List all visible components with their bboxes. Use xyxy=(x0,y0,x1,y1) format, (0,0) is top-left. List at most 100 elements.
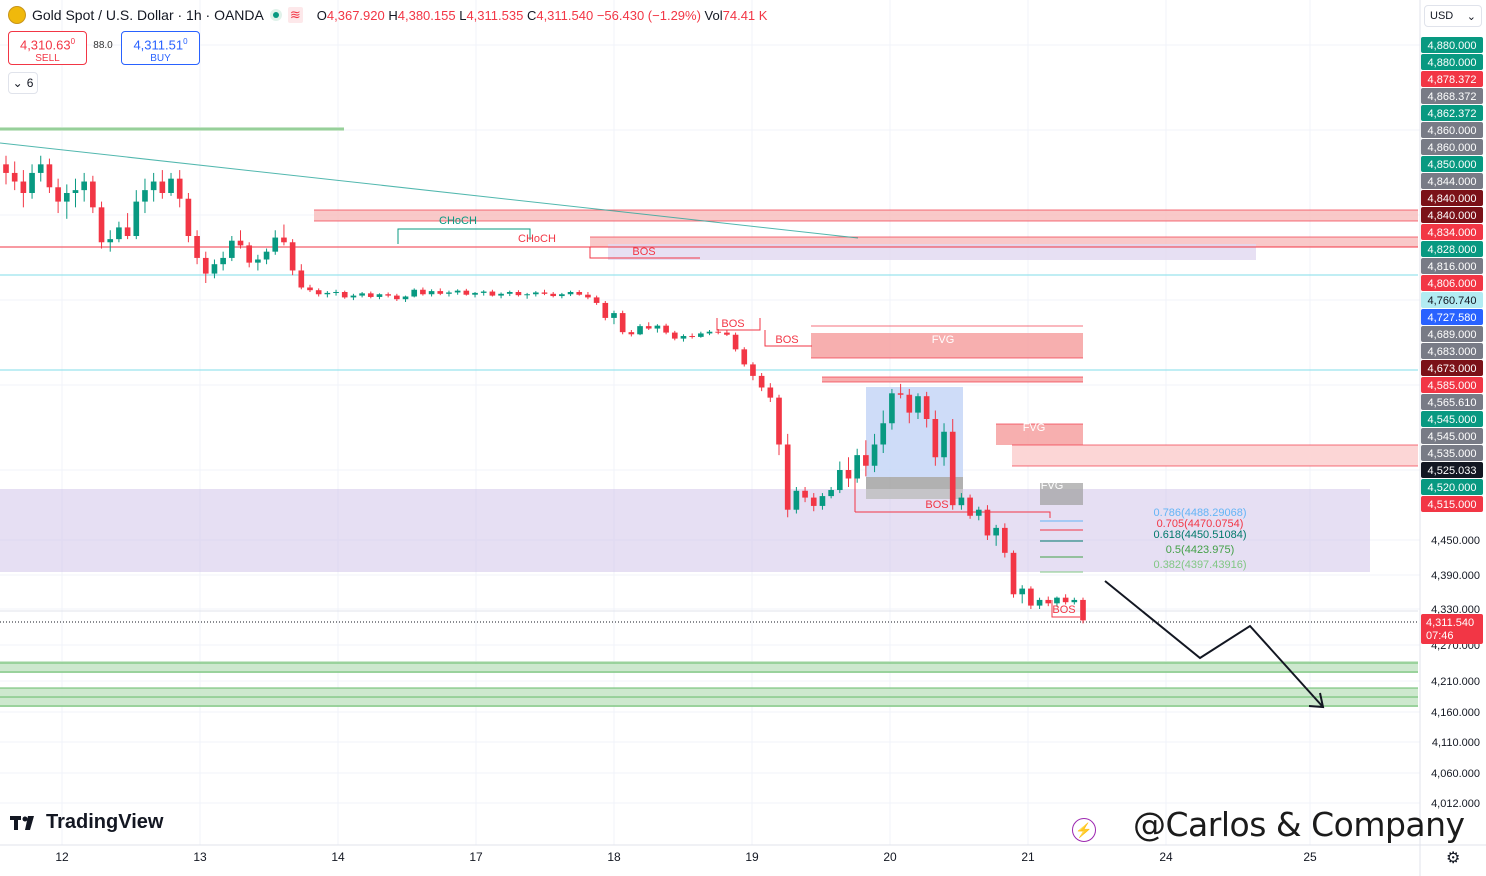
buy-button[interactable]: 4,311.510 BUY xyxy=(121,31,200,65)
candle-body[interactable] xyxy=(932,419,939,458)
candle-body[interactable] xyxy=(1010,552,1017,595)
candle-body[interactable] xyxy=(611,313,617,318)
candle-body[interactable] xyxy=(1071,599,1078,603)
candle-body[interactable] xyxy=(333,292,339,293)
candle-body[interactable] xyxy=(454,290,461,293)
candle-body[interactable] xyxy=(993,527,999,536)
candle-body[interactable] xyxy=(654,325,661,329)
candle-body[interactable] xyxy=(411,289,418,297)
candle-body[interactable] xyxy=(420,289,426,295)
candle-body[interactable] xyxy=(402,296,409,300)
candle-body[interactable] xyxy=(732,334,739,350)
candle-body[interactable] xyxy=(810,497,817,506)
candle-body[interactable] xyxy=(168,178,174,193)
candle-body[interactable] xyxy=(802,490,808,498)
candle-body[interactable] xyxy=(446,292,452,294)
candle-body[interactable] xyxy=(941,431,947,458)
candle-body[interactable] xyxy=(741,349,748,365)
candle-body[interactable] xyxy=(228,240,235,258)
candle-body[interactable] xyxy=(524,294,530,296)
candle-body[interactable] xyxy=(602,302,609,318)
candle-body[interactable] xyxy=(341,292,348,298)
candle-body[interactable] xyxy=(72,190,79,193)
candle-body[interactable] xyxy=(394,295,400,300)
symbol-header[interactable]: Gold Spot / U.S. Dollar · 1h · OANDA ≋ O… xyxy=(8,4,767,26)
candle-body[interactable] xyxy=(63,193,70,202)
price-axis[interactable]: 4,880.000 4,880.000 4,878.372 4,868.372 4,86… xyxy=(1419,0,1486,876)
candle-body[interactable] xyxy=(984,509,991,536)
candle-body[interactable] xyxy=(897,393,904,395)
candle-body[interactable] xyxy=(472,292,478,295)
candle-body[interactable] xyxy=(1002,527,1008,553)
candle-body[interactable] xyxy=(550,293,557,297)
candle-body[interactable] xyxy=(671,332,678,339)
sell-button[interactable]: 4,310.630 SELL xyxy=(8,31,87,65)
candle-body[interactable] xyxy=(385,294,391,296)
candle-body[interactable] xyxy=(246,245,253,263)
candle-body[interactable] xyxy=(263,251,270,260)
candle-body[interactable] xyxy=(863,455,869,466)
candle-body[interactable] xyxy=(750,364,756,376)
candle-body[interactable] xyxy=(1062,597,1069,603)
candle-body[interactable] xyxy=(489,291,496,296)
candle-body[interactable] xyxy=(776,397,782,445)
candle-body[interactable] xyxy=(150,181,157,191)
candle-body[interactable] xyxy=(906,394,913,413)
candle-body[interactable] xyxy=(367,293,374,297)
candle-body[interactable] xyxy=(645,326,652,329)
candle-body[interactable] xyxy=(376,294,383,297)
candle-body[interactable] xyxy=(281,237,287,243)
candle-body[interactable] xyxy=(637,326,643,335)
candle-body[interactable] xyxy=(428,291,435,295)
candle-body[interactable] xyxy=(576,292,583,295)
candle-body[interactable] xyxy=(255,259,261,263)
candle-body[interactable] xyxy=(124,227,131,236)
candle-body[interactable] xyxy=(767,387,774,398)
candle-body[interactable] xyxy=(836,470,843,491)
candle-body[interactable] xyxy=(1080,599,1086,621)
candle-body[interactable] xyxy=(845,470,852,479)
candle-body[interactable] xyxy=(828,490,834,497)
candle-body[interactable] xyxy=(90,181,96,208)
settings-gear-icon[interactable]: ⚙ xyxy=(1446,850,1461,867)
candles-layer[interactable] xyxy=(3,155,1086,624)
candle-body[interactable] xyxy=(585,294,591,298)
symbol-title[interactable]: Gold Spot / U.S. Dollar · 1h · OANDA xyxy=(32,7,264,23)
tradingview-logo[interactable]: TradingView xyxy=(10,811,163,834)
candle-body[interactable] xyxy=(871,444,878,466)
candle-body[interactable] xyxy=(706,331,713,334)
candle-body[interactable] xyxy=(715,331,722,333)
candle-body[interactable] xyxy=(185,198,192,236)
candle-body[interactable] xyxy=(498,293,504,296)
candle-body[interactable] xyxy=(55,187,61,202)
candle-body[interactable] xyxy=(889,393,895,424)
candle-body[interactable] xyxy=(663,325,669,333)
candle-body[interactable] xyxy=(133,201,140,236)
candle-body[interactable] xyxy=(3,164,9,173)
candle-body[interactable] xyxy=(298,270,305,288)
candle-body[interactable] xyxy=(324,292,331,295)
candle-body[interactable] xyxy=(315,290,322,295)
candle-body[interactable] xyxy=(480,291,487,293)
candle-body[interactable] xyxy=(202,257,209,274)
candle-body[interactable] xyxy=(758,375,765,388)
candle-body[interactable] xyxy=(20,181,27,193)
candle-body[interactable] xyxy=(1019,588,1026,595)
candle-body[interactable] xyxy=(463,290,470,295)
candle-body[interactable] xyxy=(515,292,522,296)
candle-body[interactable] xyxy=(359,293,365,296)
candle-body[interactable] xyxy=(1036,599,1043,606)
candle-body[interactable] xyxy=(46,164,53,188)
candle-body[interactable] xyxy=(880,423,887,445)
candle-body[interactable] xyxy=(698,333,704,337)
candle-body[interactable] xyxy=(37,164,44,173)
candle-body[interactable] xyxy=(958,497,965,506)
candle-body[interactable] xyxy=(11,172,18,182)
candle-body[interactable] xyxy=(593,297,600,303)
candle-body[interactable] xyxy=(289,242,296,271)
candle-body[interactable] xyxy=(350,295,357,298)
candle-body[interactable] xyxy=(819,496,826,506)
candle-body[interactable] xyxy=(211,264,218,274)
currency-select[interactable]: USD ⌄ xyxy=(1424,5,1482,27)
lightning-icon[interactable]: ⚡ xyxy=(1072,818,1096,842)
